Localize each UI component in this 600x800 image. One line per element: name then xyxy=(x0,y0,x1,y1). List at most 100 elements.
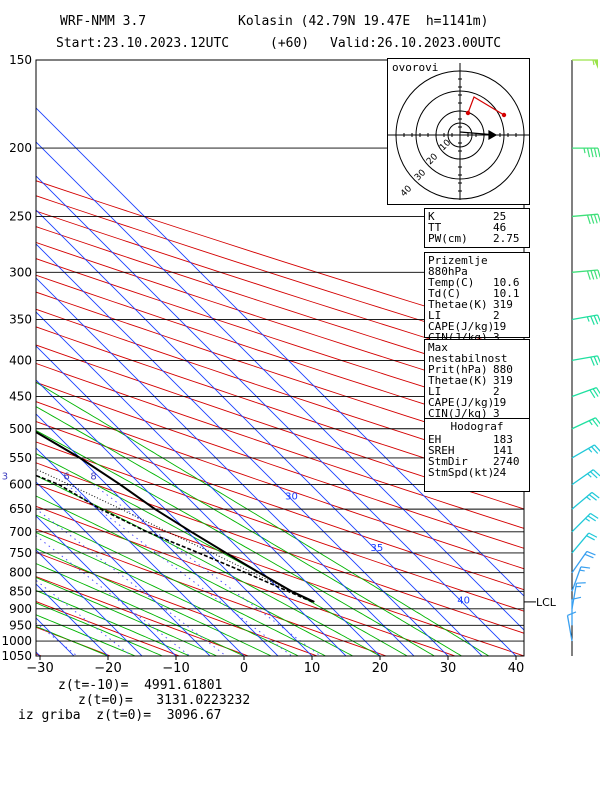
hodograf-value: 183 xyxy=(493,433,513,446)
wind-barb-half xyxy=(592,59,595,66)
wind-barb xyxy=(571,213,600,225)
mixing-ratio-label: 8 xyxy=(90,472,96,483)
wind-barb-full xyxy=(590,512,599,519)
max-unstable-row: LI 2 xyxy=(425,386,529,397)
wind-barb xyxy=(571,491,600,510)
pressure-tick-label: 150 xyxy=(9,53,32,67)
wind-barb-full xyxy=(593,214,598,224)
valid-hour: 00UTC xyxy=(462,36,502,51)
surface-value: 2 xyxy=(493,309,500,322)
isotherm xyxy=(36,311,381,656)
hodograf-key: SREH xyxy=(428,444,455,457)
dry-adiabat xyxy=(36,195,524,353)
hodograf-key: StmDir xyxy=(428,455,468,468)
isotherm-label: 40 xyxy=(457,596,470,607)
wind-barb-shaft xyxy=(571,491,593,510)
temperature-tick-label: −30 xyxy=(26,661,53,676)
surface-title: Prizemlje 880hPa xyxy=(428,254,488,278)
pressure-tick-label: 250 xyxy=(9,209,32,223)
lead-time: (+60) xyxy=(270,36,310,51)
max-unstable-value: 19 xyxy=(493,396,507,409)
surface-row: Td(C) 10.1 xyxy=(425,288,529,299)
isotherm xyxy=(36,141,524,631)
index-row: K 25 xyxy=(425,211,529,222)
wind-barb-full xyxy=(593,270,598,280)
mixing-ratio-line xyxy=(66,484,293,656)
max-unstable-key: CIN(J/kg) xyxy=(428,407,488,420)
max-unstable-value: 2 xyxy=(493,385,500,398)
wind-barb-shaft xyxy=(571,444,595,459)
hodograf-row: EH 183 xyxy=(425,434,529,445)
hodograf-value: 141 xyxy=(493,444,513,457)
wind-barb-full xyxy=(592,388,599,397)
wind-barb-full xyxy=(590,471,598,479)
index-key: K xyxy=(428,210,435,223)
wind-barb-full xyxy=(597,355,600,364)
mixing-ratio-label: 3 xyxy=(2,472,8,483)
pressure-tick-label: 800 xyxy=(9,566,32,580)
isotherm xyxy=(36,175,517,656)
pressure-tick-label: 650 xyxy=(9,502,32,516)
wind-barb-full xyxy=(590,315,595,325)
hodograf-row: SREH 141 xyxy=(425,445,529,456)
sounding-profiles xyxy=(36,430,315,603)
mixing-ratio-label: 6 xyxy=(63,472,69,483)
wind-barb-full xyxy=(591,446,599,454)
hodograph-label: ovorovi xyxy=(392,61,439,74)
isotherm xyxy=(36,277,415,656)
wind-barb-half xyxy=(586,316,590,322)
surface-value: 10.1 xyxy=(493,287,520,300)
wind-barb-full xyxy=(595,417,600,425)
surface-value: 319 xyxy=(493,298,513,311)
pressure-tick-label: 950 xyxy=(9,618,32,632)
max-unstable-title: Max nestabilnost xyxy=(428,341,508,365)
index-row: PW(cm) 2.75 xyxy=(425,233,529,244)
wind-barb-full xyxy=(571,596,582,600)
isotherm xyxy=(36,515,177,656)
pressure-tick-label: 700 xyxy=(9,525,32,539)
isotherm-label: 35 xyxy=(371,543,384,554)
wind-barb-full xyxy=(586,147,591,158)
surface-key: LI xyxy=(428,309,442,322)
wind-barb xyxy=(571,386,600,399)
pressure-tick-label: 1050 xyxy=(1,649,32,663)
index-value: 25 xyxy=(493,210,507,223)
index-row: TT 46 xyxy=(425,222,529,233)
max-unstable-panel: Max nestabilnost Prit(hPa) 880 Thetae(K) 31… xyxy=(424,339,530,420)
dry-adiabat xyxy=(36,210,524,369)
isotherm xyxy=(36,447,245,656)
wind-barb-full xyxy=(590,147,594,158)
wind-barb-half xyxy=(583,147,586,154)
wind-barbs xyxy=(566,59,600,656)
dry-adiabat xyxy=(36,505,457,656)
model-name: WRF-NMM 3.7 xyxy=(60,14,147,29)
wind-barb-shaft xyxy=(571,314,598,321)
surface-key: Temp(C) xyxy=(428,276,475,289)
wind-barb-half xyxy=(585,517,591,522)
wind-barb-full xyxy=(580,566,591,569)
hodograph-ring-label: 10 xyxy=(438,138,453,153)
wind-barb xyxy=(571,469,600,486)
surface-key: CIN(J/kg) xyxy=(428,331,488,344)
isotherm xyxy=(36,481,211,656)
pressure-tick-label: 900 xyxy=(9,602,32,616)
station-name: Kolasin (42.79N 19.47E h=1141m) xyxy=(238,14,489,29)
wind-barb xyxy=(572,147,600,158)
wind-barb-shaft xyxy=(571,469,594,486)
index-value: 2.75 xyxy=(493,232,520,245)
wind-barb-full xyxy=(593,356,599,366)
isotherm xyxy=(36,107,524,597)
wind-barb-full xyxy=(586,214,591,225)
wind-barb-shaft xyxy=(571,355,598,362)
wind-barb-shaft xyxy=(571,512,591,533)
wind-barb-full xyxy=(587,515,597,522)
wind-barb-full xyxy=(567,611,577,617)
temperature-curve xyxy=(36,430,315,603)
wind-barb xyxy=(571,314,600,325)
dry-adiabat xyxy=(0,0,8,670)
index-key: TT xyxy=(428,221,442,234)
valid-date: Valid:26.10.2023. xyxy=(330,36,464,51)
max-unstable-key: Thetae(K) xyxy=(428,374,488,387)
hodograf-key: EH xyxy=(428,433,442,446)
